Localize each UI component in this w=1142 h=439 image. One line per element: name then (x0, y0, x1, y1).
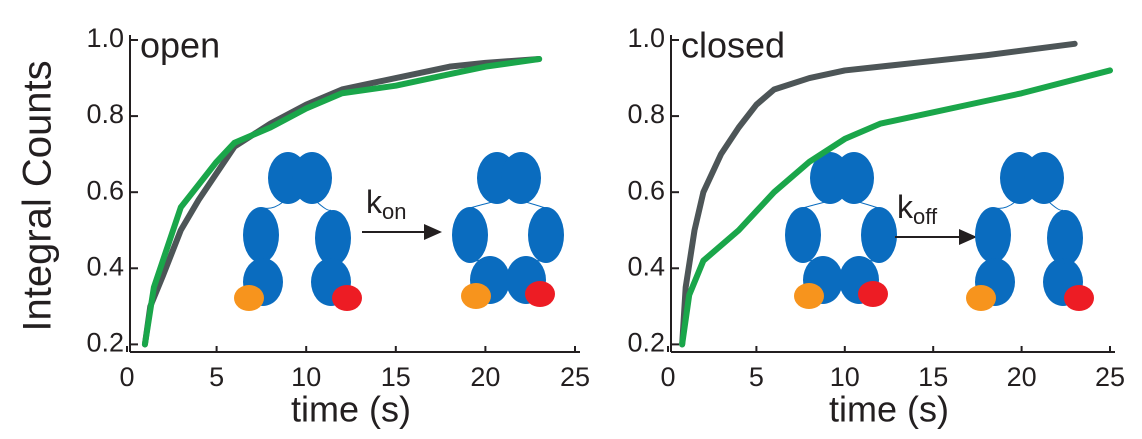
y-tick-label: 0.8 (627, 99, 665, 129)
y-tick-label: 0.4 (86, 251, 124, 281)
rate-subscript: off (913, 204, 938, 229)
y-tick-label: 0.4 (627, 251, 665, 281)
y-tick-label: 0.2 (627, 328, 665, 358)
rate-label: kon (366, 184, 406, 223)
x-tick-label: 5 (209, 362, 224, 392)
x-axis-label: time (s) (829, 389, 949, 430)
x-tick-label: 0 (119, 362, 134, 392)
y-tick-label: 0.8 (86, 99, 124, 129)
page: {"chart_data": [ {"type": "line", "panel… (0, 0, 1142, 439)
rate-symbol: k (897, 189, 914, 225)
rate-label: koff (897, 189, 938, 228)
inset-left (234, 152, 564, 311)
inset-right (785, 152, 1094, 311)
panel-label: closed (681, 25, 785, 66)
x-tick-label: 5 (749, 362, 764, 392)
x-tick-label: 25 (560, 362, 590, 392)
y-tick-label: 0.2 (86, 328, 124, 358)
x-tick-label: 20 (1007, 362, 1037, 392)
x-tick-label: 20 (470, 362, 500, 392)
panel-label: open (140, 25, 220, 66)
y-tick-label: 0.6 (86, 175, 124, 205)
y-tick-label: 0.6 (627, 175, 665, 205)
y-tick-label: 1.0 (86, 23, 124, 53)
x-axis-label: time (s) (291, 389, 411, 430)
x-tick-label: 0 (660, 362, 675, 392)
rate-symbol: k (366, 184, 383, 220)
figure: 0.20.40.60.81.00510152025opentime (s)Int… (0, 0, 1142, 439)
y-tick-label: 1.0 (627, 23, 665, 53)
y-axis-label: Integral Counts (16, 60, 60, 331)
x-tick-label: 25 (1095, 362, 1125, 392)
rate-subscript: on (382, 199, 406, 224)
